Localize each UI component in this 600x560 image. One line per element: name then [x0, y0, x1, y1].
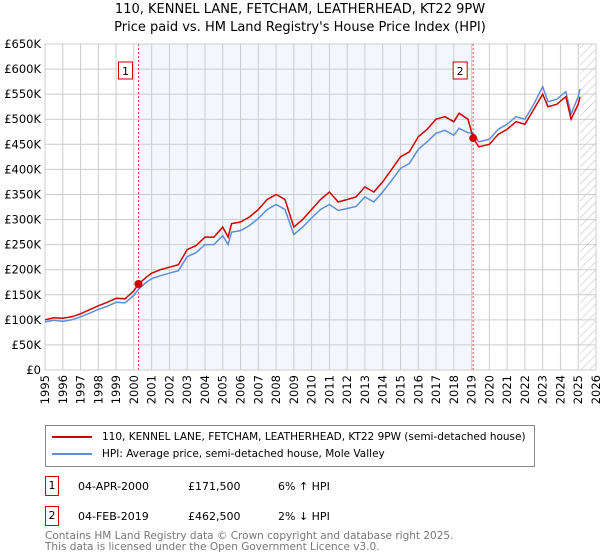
y-tick-label: £650K	[4, 37, 41, 51]
y-tick-label: £550K	[4, 87, 41, 101]
legend-label: 110, KENNEL LANE, FETCHAM, LEATHERHEAD, …	[102, 431, 526, 443]
x-tick-label: 2000	[127, 375, 141, 404]
legend-item-property: 110, KENNEL LANE, FETCHAM, LEATHERHEAD, …	[52, 431, 526, 443]
y-tick-label: £0	[26, 363, 41, 377]
x-tick-label: 1997	[74, 375, 88, 404]
legend-swatch-red	[52, 436, 92, 438]
x-tick-label: 2011	[322, 375, 336, 404]
x-tick-label: 2020	[482, 375, 496, 404]
price-chart: £0 £50K £100K £150K £200K £250K £300K £350K £400…	[4, 37, 600, 404]
sale-hpi: 2% ↓ HPI	[278, 509, 330, 523]
x-tick-label: 2018	[447, 375, 461, 404]
y-tick-label: £200K	[4, 263, 41, 277]
footer-licence: This data is licensed under the Open Gov…	[45, 541, 380, 553]
x-tick-label: 2022	[518, 375, 532, 404]
x-tick-label: 2003	[180, 375, 194, 404]
sale-row: 2 04-FEB-2019 £462,500 2% ↓ HPI	[45, 506, 330, 526]
legend-item-hpi: HPI: Average price, semi-detached house,…	[52, 448, 385, 460]
y-tick-label: £600K	[4, 62, 41, 76]
sale-point	[134, 279, 143, 288]
x-tick-label: 2013	[358, 375, 372, 404]
x-tick-label: 2012	[340, 375, 354, 404]
sale-label: 2	[457, 65, 464, 78]
sale-price: £462,500	[188, 509, 241, 523]
x-tick-label: 1995	[38, 375, 52, 404]
x-tick-label: 1996	[56, 375, 70, 404]
footer-copyright: Contains HM Land Registry data © Crown c…	[45, 530, 454, 542]
sale-point	[469, 134, 478, 143]
x-tick-label: 2006	[234, 375, 248, 404]
x-tick-label: 2007	[251, 375, 265, 404]
x-tick-label: 1998	[91, 375, 105, 404]
chart-subtitle: Price paid vs. HM Land Registry's House …	[114, 20, 486, 35]
y-tick-label: £150K	[4, 288, 41, 302]
y-tick-label: £450K	[4, 137, 41, 151]
x-tick-label: 1999	[109, 375, 123, 404]
y-tick-label: £400K	[4, 162, 41, 176]
x-tick-label: 2001	[145, 375, 159, 404]
x-tick-label: 2015	[393, 375, 407, 404]
x-tick-label: 2021	[500, 375, 514, 404]
x-tick-label: 2017	[429, 375, 443, 404]
x-tick-label: 2010	[305, 375, 319, 404]
x-tick-label: 2014	[376, 375, 390, 404]
y-tick-label: £500K	[4, 112, 41, 126]
x-tick-label: 2004	[198, 375, 212, 404]
sale-date: 04-APR-2000	[78, 479, 150, 493]
sale-badge: 1	[45, 476, 59, 496]
chart-title: 110, KENNEL LANE, FETCHAM, LEATHERHEAD, …	[114, 2, 486, 17]
legend-swatch-blue	[52, 453, 92, 455]
footer: Contains HM Land Registry data © Crown c…	[45, 531, 453, 553]
sale-row: 1 04-APR-2000 £171,500 6% ↑ HPI	[45, 476, 330, 496]
x-tick-label: 2026	[589, 375, 600, 404]
legend: 110, KENNEL LANE, FETCHAM, LEATHERHEAD, …	[45, 425, 535, 467]
y-tick-label: £100K	[4, 313, 41, 327]
x-tick-label: 2008	[269, 375, 283, 404]
sale-label: 1	[122, 65, 129, 78]
plot-border	[44, 43, 597, 371]
y-tick-label: £350K	[4, 187, 41, 201]
sale-label-box	[117, 61, 133, 80]
y-tick-label: £50K	[12, 338, 42, 352]
sale-hpi: 6% ↑ HPI	[278, 479, 330, 493]
sale-badge: 2	[45, 506, 59, 526]
legend-label: HPI: Average price, semi-detached house,…	[102, 448, 385, 460]
x-tick-label: 2002	[162, 375, 176, 404]
x-tick-label: 2023	[536, 375, 550, 404]
x-tick-label: 2019	[465, 375, 479, 404]
shaded-ownership-period	[138, 44, 474, 370]
x-tick-label: 2024	[553, 375, 567, 404]
x-tick-label: 2005	[216, 375, 230, 404]
x-tick-label: 2009	[287, 375, 301, 404]
x-tick-label: 2016	[411, 375, 425, 404]
y-tick-label: £300K	[4, 213, 41, 227]
forecast-hatch	[580, 44, 596, 370]
sale-label-box	[452, 61, 468, 80]
x-tick-label: 2025	[571, 375, 585, 404]
sale-date: 04-FEB-2019	[78, 509, 149, 523]
hpi-series-line	[44, 84, 581, 323]
sale-price: £171,500	[188, 479, 241, 493]
y-tick-label: £250K	[4, 238, 41, 252]
